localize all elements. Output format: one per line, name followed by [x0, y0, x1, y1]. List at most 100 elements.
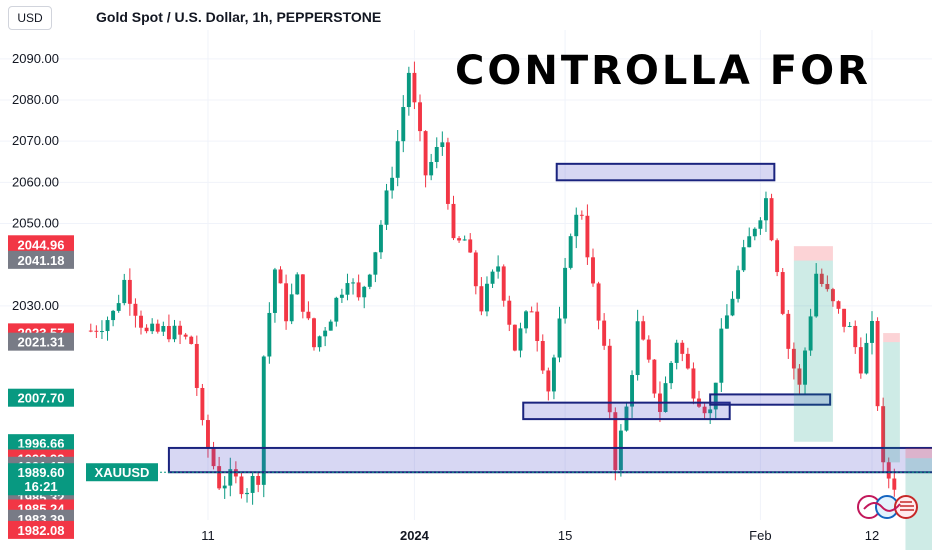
candle-body [591, 257, 595, 284]
candle-body [334, 297, 339, 322]
price-label-box [8, 235, 74, 254]
candle-body [490, 271, 495, 284]
candle-body [892, 478, 897, 490]
candle-body [356, 282, 361, 298]
candle-body [139, 315, 143, 328]
candle-body [524, 311, 528, 329]
candle-body [758, 220, 763, 229]
candle-body [144, 327, 149, 332]
zone-box [167, 446, 932, 474]
grid-lines [0, 30, 932, 520]
candle-body [618, 430, 623, 471]
y-tick-label: 2070.00 [12, 133, 59, 148]
candle-body [99, 331, 104, 333]
short-position-stop [793, 246, 833, 261]
time-axis[interactable]: 11 2024 15 Feb 12 [201, 528, 879, 543]
candle-body [579, 214, 584, 216]
candle-body [401, 107, 406, 142]
candle-body [635, 321, 640, 376]
price-labels: 2044.962041.182023.572021.312007.701996.… [8, 235, 158, 539]
candle-body [429, 162, 434, 176]
x-tick-label: 11 [201, 528, 215, 543]
candle-body [111, 310, 116, 321]
currency-button[interactable]: USD [8, 6, 52, 30]
x-tick-label: 12 [865, 528, 879, 543]
candle-body [206, 420, 210, 448]
candle-body [736, 270, 741, 299]
candle-body [122, 279, 127, 304]
candle-body [630, 375, 635, 407]
candle-body [328, 321, 333, 331]
candle-body [150, 323, 155, 332]
y-tick-label: 2080.00 [12, 92, 59, 107]
candle-body [780, 272, 785, 314]
price-label: 1996.66 [18, 436, 65, 451]
candle-body [496, 266, 501, 272]
candle-body [791, 348, 796, 369]
candle-body [752, 228, 757, 237]
candle-body [641, 321, 646, 340]
candle-body [406, 72, 411, 108]
candle-body [172, 325, 177, 340]
price-axis[interactable]: 2090.00 2080.00 2070.00 2060.00 2050.00 2030.… [12, 51, 59, 313]
candle-body [680, 342, 685, 354]
candle-body [479, 286, 484, 312]
x-tick-label: 15 [558, 528, 572, 543]
y-tick-label: 2050.00 [12, 216, 59, 231]
chart-title: Gold Spot / U.S. Dollar, 1h, PEPPERSTONE [96, 9, 382, 25]
candle-body [724, 315, 729, 329]
drawing-zones[interactable] [88, 162, 932, 550]
candle-body [412, 72, 417, 103]
candle-body [418, 102, 422, 132]
candle-body [702, 406, 707, 414]
candle-body [317, 336, 322, 348]
candle-body [535, 311, 540, 342]
candle-body [858, 347, 863, 374]
candle-body [323, 330, 328, 337]
candle-body [842, 308, 847, 327]
candle-body [312, 318, 316, 348]
candle-body [423, 131, 428, 176]
candle-body [786, 313, 791, 349]
candle-body [708, 409, 713, 414]
current-price-box [8, 463, 74, 496]
candle-body [646, 339, 651, 360]
candle-body [563, 267, 568, 319]
price-label: 2007.70 [18, 391, 65, 406]
price-label-box [8, 250, 74, 269]
candle-body [267, 312, 272, 357]
candle-body [775, 240, 780, 273]
candle-body [127, 279, 132, 304]
candle-body [395, 141, 400, 178]
candle-body [250, 475, 255, 493]
short-position-target [793, 260, 833, 442]
candle-body [512, 324, 517, 351]
candle-body [272, 269, 277, 313]
candle-body [881, 406, 886, 463]
candle-body [485, 283, 489, 312]
candle-body [155, 323, 160, 332]
candle-body [390, 177, 395, 191]
candle-body [222, 485, 227, 489]
candle-body [669, 362, 674, 384]
candle-body [284, 283, 289, 322]
candle-body [518, 328, 523, 351]
candle-body [607, 345, 612, 413]
candle-body [373, 252, 378, 275]
price-label-box [8, 388, 74, 407]
candle-body [261, 356, 266, 485]
candle-body [345, 283, 350, 295]
candle-body [306, 311, 311, 319]
candle-body [339, 294, 344, 298]
candle-body [239, 476, 244, 495]
watermark-text: CONTROLLA FOR [455, 48, 871, 94]
candle-body [228, 469, 233, 486]
candle-body [741, 247, 746, 271]
candle-body [501, 266, 506, 301]
candle-body [367, 274, 372, 287]
candle-body [870, 320, 874, 343]
candle-body [507, 300, 512, 325]
candle-body [719, 328, 724, 383]
candle-body [814, 273, 819, 317]
